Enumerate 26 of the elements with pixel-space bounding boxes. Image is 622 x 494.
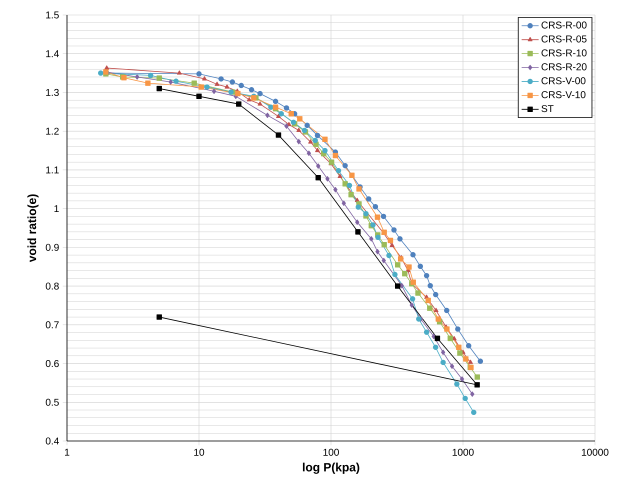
legend-label: CRS-R-10 bbox=[542, 49, 587, 56]
y-tick-label: 1.3 bbox=[46, 88, 59, 96]
x-tick-label: 100 bbox=[323, 448, 339, 456]
y-tick-label: 1 bbox=[54, 205, 59, 212]
legend-label: ST bbox=[541, 105, 554, 112]
y-tick-label: 0.5 bbox=[46, 398, 59, 406]
x-tick-label: 10 bbox=[194, 448, 204, 456]
y-tick-label: 0.7 bbox=[46, 321, 59, 328]
x-tick-label: 1000 bbox=[452, 448, 474, 456]
y-tick-label: 1.1 bbox=[46, 166, 59, 174]
y-tick-label: 0.6 bbox=[46, 360, 59, 368]
y-tick-label: 0.4 bbox=[46, 437, 59, 445]
legend-label: CRS-R-20 bbox=[542, 63, 587, 70]
y-tick-label: 1.5 bbox=[46, 12, 59, 18]
y-tick-label: 0.8 bbox=[46, 282, 59, 290]
y-tick-label: 1.4 bbox=[46, 50, 59, 58]
y-tick-label: 1.2 bbox=[46, 128, 59, 135]
legend-label: CRS-R-00 bbox=[542, 22, 587, 29]
legend-label: CRS-R-05 bbox=[542, 35, 587, 42]
legend-label: CRS-V-00 bbox=[542, 77, 586, 84]
y-axis-title: void ratio(e) bbox=[27, 194, 39, 262]
legend-label: CRS-V-10 bbox=[542, 91, 586, 98]
x-tick-label: 10000 bbox=[582, 448, 608, 456]
y-tick-label: 0.9 bbox=[46, 244, 59, 251]
x-axis-title: log P(kpa) bbox=[302, 462, 360, 474]
x-tick-label: 1 bbox=[64, 448, 70, 456]
